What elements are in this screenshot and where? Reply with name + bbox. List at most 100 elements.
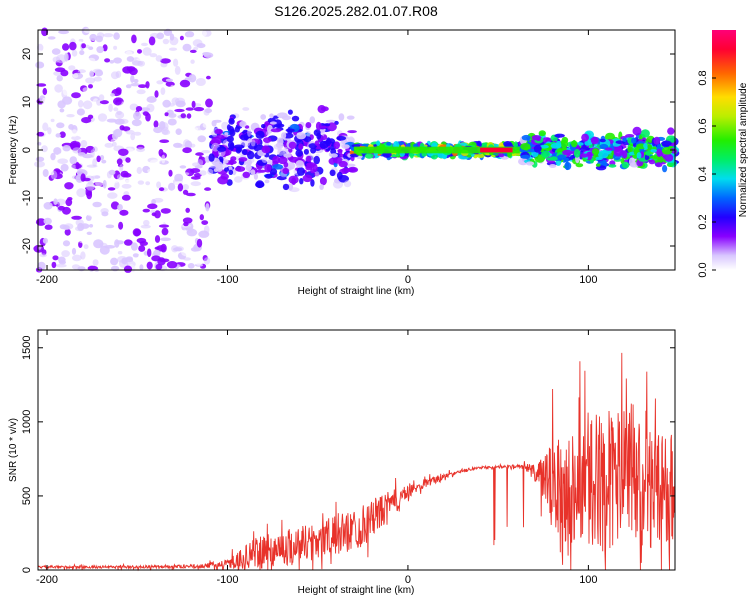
spectrogram-cell: [66, 114, 75, 118]
spectrogram-cell: [193, 107, 205, 112]
spectrogram-cell: [47, 36, 56, 40]
spectrogram-cell: [664, 153, 674, 162]
spectrogram-cell: [599, 138, 606, 143]
spectrogram-cell: [92, 146, 98, 152]
spectrogram-cell: [123, 265, 133, 273]
spectrogram-cell: [207, 168, 214, 175]
spectrogram-cell: [283, 153, 292, 158]
spectrogram-cell: [119, 80, 128, 86]
spectrogram-ytick-label: 20: [21, 48, 33, 60]
spectrogram-cell: [133, 78, 139, 84]
spectrogram-cell: [72, 147, 82, 154]
spectrogram-cell: [201, 150, 211, 154]
spectrogram-cell: [83, 244, 89, 250]
spectrogram-cell: [63, 223, 74, 230]
spectrogram-cell: [276, 112, 288, 119]
spectrogram-cell: [613, 147, 624, 157]
spectrogram-cell: [146, 261, 153, 270]
spectrogram-cell: [41, 145, 48, 153]
colorbar-tick-label: 0.2: [697, 214, 709, 229]
spectrogram-cell: [153, 75, 158, 84]
spectrogram-cell: [205, 203, 210, 212]
spectrogram-cell: [261, 124, 266, 129]
snr-ytick-label: 1500: [21, 336, 33, 360]
spectrogram-cell: [43, 202, 53, 210]
spectrogram-cell: [324, 123, 331, 127]
spectrogram-cell: [182, 147, 192, 154]
spectrogram-cell: [132, 228, 141, 237]
spectrogram-cell: [604, 147, 613, 151]
spectrogram-cell: [171, 97, 180, 105]
spectrogram-cell: [57, 158, 69, 164]
spectrogram-cell: [62, 43, 70, 51]
spectrogram-cell: [197, 135, 206, 143]
spectrogram-cell: [615, 140, 626, 145]
spectrogram-cell: [62, 96, 73, 105]
spectrogram-cell: [595, 156, 603, 161]
spectrogram-cell: [205, 98, 213, 108]
spectrogram-cell: [125, 157, 131, 163]
spectrogram-cell: [250, 169, 256, 176]
spectrogram-cell: [303, 136, 312, 143]
snr-xtick-label: -100: [216, 574, 238, 586]
spectrogram-cell: [179, 165, 187, 169]
spectrogram-cell: [158, 149, 164, 157]
spectrogram-cell: [347, 130, 357, 134]
spectrogram-cell: [83, 28, 91, 33]
spectrogram-cell: [336, 171, 343, 180]
spectrogram-cell: [557, 154, 566, 160]
spectrogram-cell: [136, 57, 147, 62]
spectrogram-cell: [573, 148, 581, 158]
spectrogram-cell: [116, 110, 122, 116]
spectrogram-cell: [628, 157, 636, 166]
spectrogram-cell: [113, 45, 118, 50]
spectrogram-cell: [598, 150, 609, 159]
spectrogram-cell: [85, 77, 96, 84]
spectrogram-cell: [182, 217, 193, 224]
snr-xtick-label: 0: [405, 574, 411, 586]
spectrogram-cell: [140, 177, 150, 182]
spectrogram-cell: [89, 224, 94, 228]
spectrogram-cell: [604, 132, 616, 142]
spectrogram-cell: [282, 167, 290, 175]
spectrogram-cell: [364, 153, 374, 159]
spectrogram-cell: [159, 139, 170, 143]
spectrogram-cell: [147, 203, 158, 210]
spectrogram-cell: [197, 159, 204, 167]
spectrogram-cell: [129, 67, 138, 76]
spectrogram-cell: [533, 144, 542, 153]
spectrogram-cell: [137, 49, 142, 54]
spectrogram-cell: [242, 107, 250, 111]
spectrogram-cell: [160, 243, 167, 253]
spectrogram-cell: [264, 179, 270, 184]
spectrogram-cell: [608, 164, 617, 168]
spectrogram-cell: [112, 141, 117, 147]
spectrogram-cell: [174, 108, 185, 113]
spectrogram-cell: [86, 231, 93, 235]
spectrogram-cell: [130, 242, 138, 251]
spectrogram-cell: [90, 149, 95, 158]
spectrogram-cell: [170, 84, 175, 93]
spectrogram-cell: [346, 115, 355, 120]
spectrogram-cell: [42, 237, 49, 244]
spectrogram-cell: [169, 250, 179, 258]
spectrogram-cell: [130, 133, 136, 141]
spectrogram-cell: [168, 103, 175, 107]
spectrogram-cell: [175, 128, 182, 135]
spectrogram-cell: [332, 180, 344, 189]
spectrogram-cell: [168, 182, 176, 191]
spectrogram-cell: [269, 113, 274, 119]
spectrogram-cell: [113, 128, 123, 138]
spectrogram-cell: [202, 122, 211, 129]
spectrogram-cell: [229, 128, 236, 137]
spectrogram-cell: [160, 87, 166, 95]
spectrogram-cell: [75, 161, 80, 170]
spectrogram-cell: [644, 154, 649, 161]
spectrogram-cell: [228, 169, 234, 175]
spectrogram-cell: [39, 253, 47, 258]
spectrogram-cell: [108, 103, 113, 112]
spectrogram-cell: [285, 128, 295, 133]
spectrogram-cell: [62, 145, 71, 152]
